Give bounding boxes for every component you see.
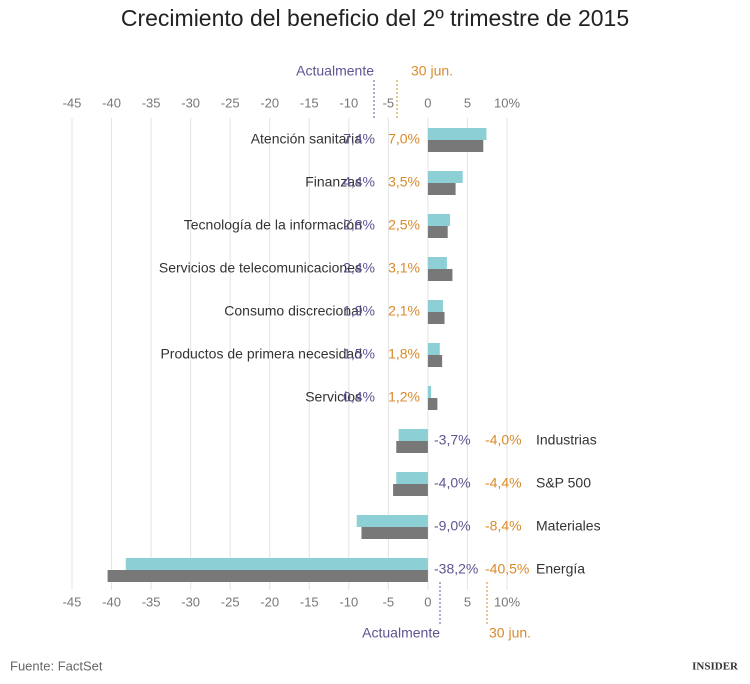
value-label: 2,8% — [343, 217, 375, 233]
value-label: 2,5% — [388, 217, 420, 233]
value-label: 3,1% — [388, 260, 420, 276]
value-label: -3,7% — [434, 432, 471, 448]
category-label: Consumo discrecional — [224, 303, 362, 319]
x-tick-label: -15 — [300, 594, 319, 609]
legend-label: Actualmente — [362, 625, 440, 641]
x-tick-label: -10 — [339, 95, 358, 110]
bar — [398, 429, 428, 441]
x-tick-label: -40 — [102, 594, 121, 609]
bar — [427, 398, 438, 410]
bar — [361, 527, 428, 539]
bar — [427, 300, 443, 312]
value-label: 4,4% — [343, 174, 375, 190]
x-tick-label: -35 — [142, 95, 161, 110]
x-tick-label: -40 — [102, 95, 121, 110]
x-tick-label: -30 — [181, 594, 200, 609]
x-tick-label: -20 — [260, 95, 279, 110]
x-tick-label: -15 — [300, 95, 319, 110]
category-label: Servicios — [305, 389, 362, 405]
chart-title: Crecimiento del beneficio del 2º trimest… — [121, 5, 629, 31]
x-tick-label: 0 — [424, 95, 431, 110]
category-label: Productos de primera necesidad — [160, 346, 362, 362]
x-tick-label: -25 — [221, 594, 240, 609]
bar — [427, 269, 453, 281]
value-label: 3,5% — [388, 174, 420, 190]
value-label: -40,5% — [485, 561, 529, 577]
category-label: Materiales — [536, 518, 601, 534]
x-tick-label: -10 — [339, 594, 358, 609]
source: Fuente: FactSet — [10, 658, 103, 673]
value-label: 1,5% — [343, 346, 375, 362]
logo: INSIDER — [692, 661, 739, 673]
bar — [427, 312, 445, 324]
category-label: Servicios de telecomunicaciones — [159, 260, 362, 276]
value-label: 1,2% — [388, 389, 420, 405]
x-tick-label: -25 — [221, 95, 240, 110]
bar — [427, 257, 447, 269]
value-label: 1,8% — [388, 346, 420, 362]
x-tick-label: 5 — [464, 95, 471, 110]
x-tick-label: -5 — [383, 594, 395, 609]
value-label: 7,4% — [343, 131, 375, 147]
value-label: -38,2% — [434, 561, 478, 577]
bar — [396, 472, 428, 484]
bar — [427, 183, 456, 195]
legend-label: 30 jun. — [411, 63, 453, 79]
value-label: 1,9% — [343, 303, 375, 319]
x-tick-label: -35 — [142, 594, 161, 609]
value-label: -8,4% — [485, 518, 522, 534]
value-label: -4,4% — [485, 475, 522, 491]
value-label: 0,4% — [343, 389, 375, 405]
bar — [356, 515, 428, 527]
value-label: 2,4% — [343, 260, 375, 276]
bar — [427, 140, 484, 152]
x-tick-label: -45 — [63, 594, 82, 609]
x-tick-label: 10% — [494, 95, 520, 110]
bar — [427, 128, 487, 140]
x-tick-label: -45 — [63, 95, 82, 110]
category-label: Industrias — [536, 432, 597, 448]
value-label: 7,0% — [388, 131, 420, 147]
category-label: Atención sanitaria — [251, 131, 363, 147]
bar — [427, 171, 463, 183]
value-label: -9,0% — [434, 518, 471, 534]
x-tick-label: -20 — [260, 594, 279, 609]
x-tick-label: 5 — [464, 594, 471, 609]
value-label: 2,1% — [388, 303, 420, 319]
value-label: -4,0% — [485, 432, 522, 448]
bar — [393, 484, 428, 496]
legend-label: 30 jun. — [489, 625, 531, 641]
bar — [396, 441, 428, 453]
category-label: S&P 500 — [536, 475, 591, 491]
category-label: Energía — [536, 561, 585, 577]
legend-label: Actualmente — [296, 63, 374, 79]
bar — [427, 343, 440, 355]
value-label: -4,0% — [434, 475, 471, 491]
bar — [427, 226, 448, 238]
x-tick-label: -30 — [181, 95, 200, 110]
x-tick-label: 0 — [424, 594, 431, 609]
x-tick-label: 10% — [494, 594, 520, 609]
category-label: Tecnología de la información — [184, 217, 362, 233]
bar — [125, 558, 428, 570]
bar — [427, 214, 451, 226]
category-label: Finanzas — [305, 174, 362, 190]
bar — [107, 570, 428, 582]
x-tick-label: -5 — [383, 95, 395, 110]
bar — [427, 386, 432, 398]
bar — [427, 355, 443, 367]
